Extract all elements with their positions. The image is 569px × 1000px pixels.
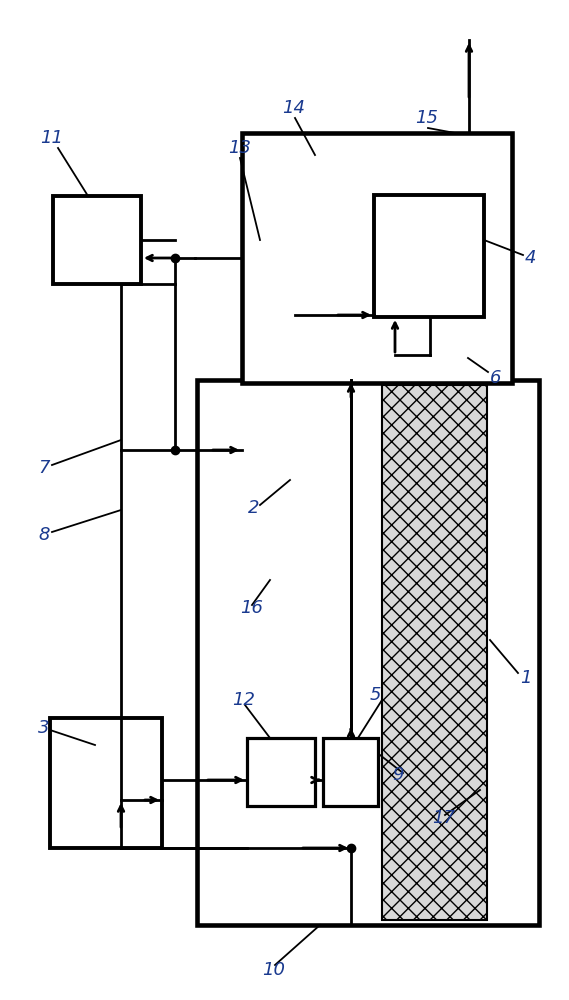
Text: 1: 1 [520,669,531,687]
Bar [247,738,315,806]
Text: 7: 7 [38,459,50,477]
Bar [197,380,539,925]
Bar [242,133,512,383]
Text: 13: 13 [228,139,251,157]
Text: 8: 8 [38,526,50,544]
Text: 12: 12 [232,691,255,709]
Text: 4: 4 [525,249,537,267]
Text: 14: 14 [282,99,305,117]
Text: 11: 11 [40,129,63,147]
Text: 5: 5 [370,686,381,704]
Bar [50,718,162,848]
Text: 16: 16 [240,599,263,617]
Text: 2: 2 [248,499,259,517]
Text: 6: 6 [490,369,501,387]
Text: 15: 15 [415,109,438,127]
Text: 10: 10 [262,961,285,979]
Bar [53,196,141,284]
Bar [382,385,487,920]
Text: 17: 17 [432,809,455,827]
Text: 9: 9 [392,766,403,784]
Bar [323,738,378,806]
Bar [374,195,484,317]
Text: 3: 3 [38,719,50,737]
